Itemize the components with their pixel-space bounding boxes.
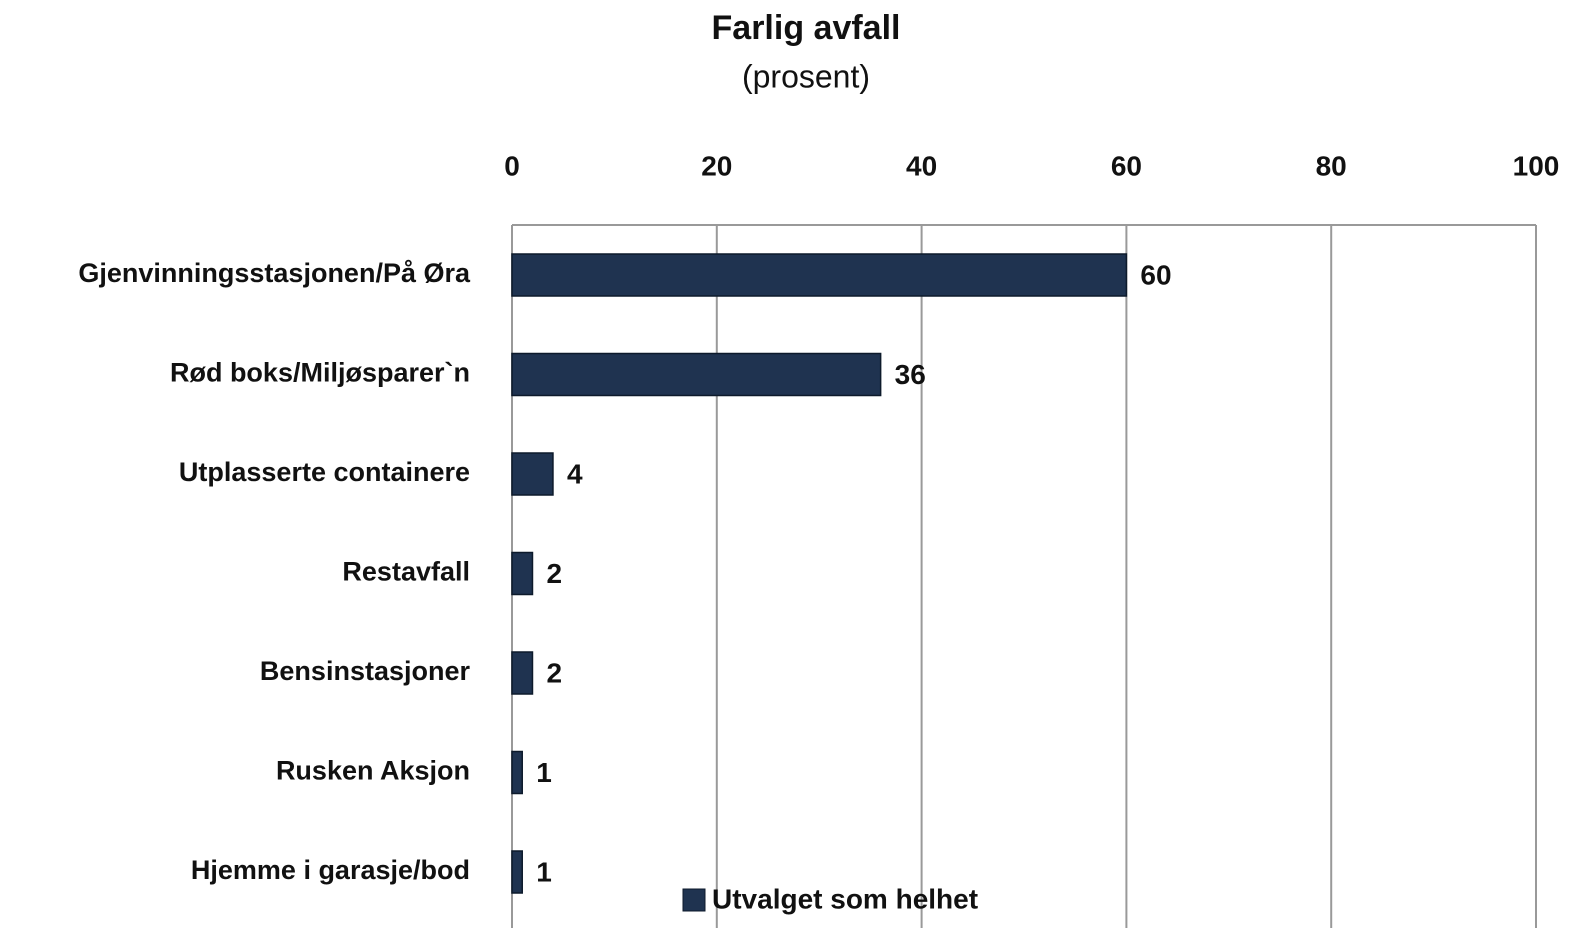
- y-tick-label: Rusken Aksjon: [276, 756, 470, 786]
- bar: [511, 253, 1128, 297]
- x-tick-label: 60: [1111, 150, 1142, 181]
- bar: [511, 750, 523, 795]
- bar: [511, 850, 523, 894]
- chart-title: Farlig avfall: [712, 9, 901, 47]
- y-tick-label: Bensinstasjoner: [260, 656, 471, 686]
- bar: [511, 452, 554, 496]
- x-tick-label: 100: [1513, 150, 1560, 181]
- y-tick-label: Utplasserte containere: [179, 457, 470, 487]
- legend-label: Utvalget som helhet: [712, 883, 978, 914]
- bar: [511, 352, 882, 397]
- bar: [511, 651, 534, 695]
- data-label: 1: [536, 757, 552, 788]
- x-tick-label: 40: [906, 150, 937, 181]
- legend-swatch: [682, 888, 706, 912]
- data-label: 4: [567, 458, 583, 489]
- bar: [511, 551, 534, 596]
- y-tick-label: Gjenvinningsstasjonen/På Øra: [78, 258, 471, 288]
- y-tick-label: Rød boks/Miljøsparer`n: [170, 358, 470, 388]
- y-tick-label: Hjemme i garasje/bod: [191, 855, 470, 885]
- data-label: 2: [546, 657, 562, 688]
- data-label: 1: [536, 856, 552, 887]
- y-tick-label: Restavfall: [342, 557, 470, 587]
- x-tick-label: 20: [701, 150, 732, 181]
- data-label: 36: [895, 359, 926, 390]
- data-label: 60: [1140, 259, 1171, 290]
- x-tick-label: 0: [504, 150, 520, 181]
- x-tick-label: 80: [1316, 150, 1347, 181]
- chart-subtitle: (prosent): [742, 58, 870, 94]
- data-label: 2: [546, 558, 562, 589]
